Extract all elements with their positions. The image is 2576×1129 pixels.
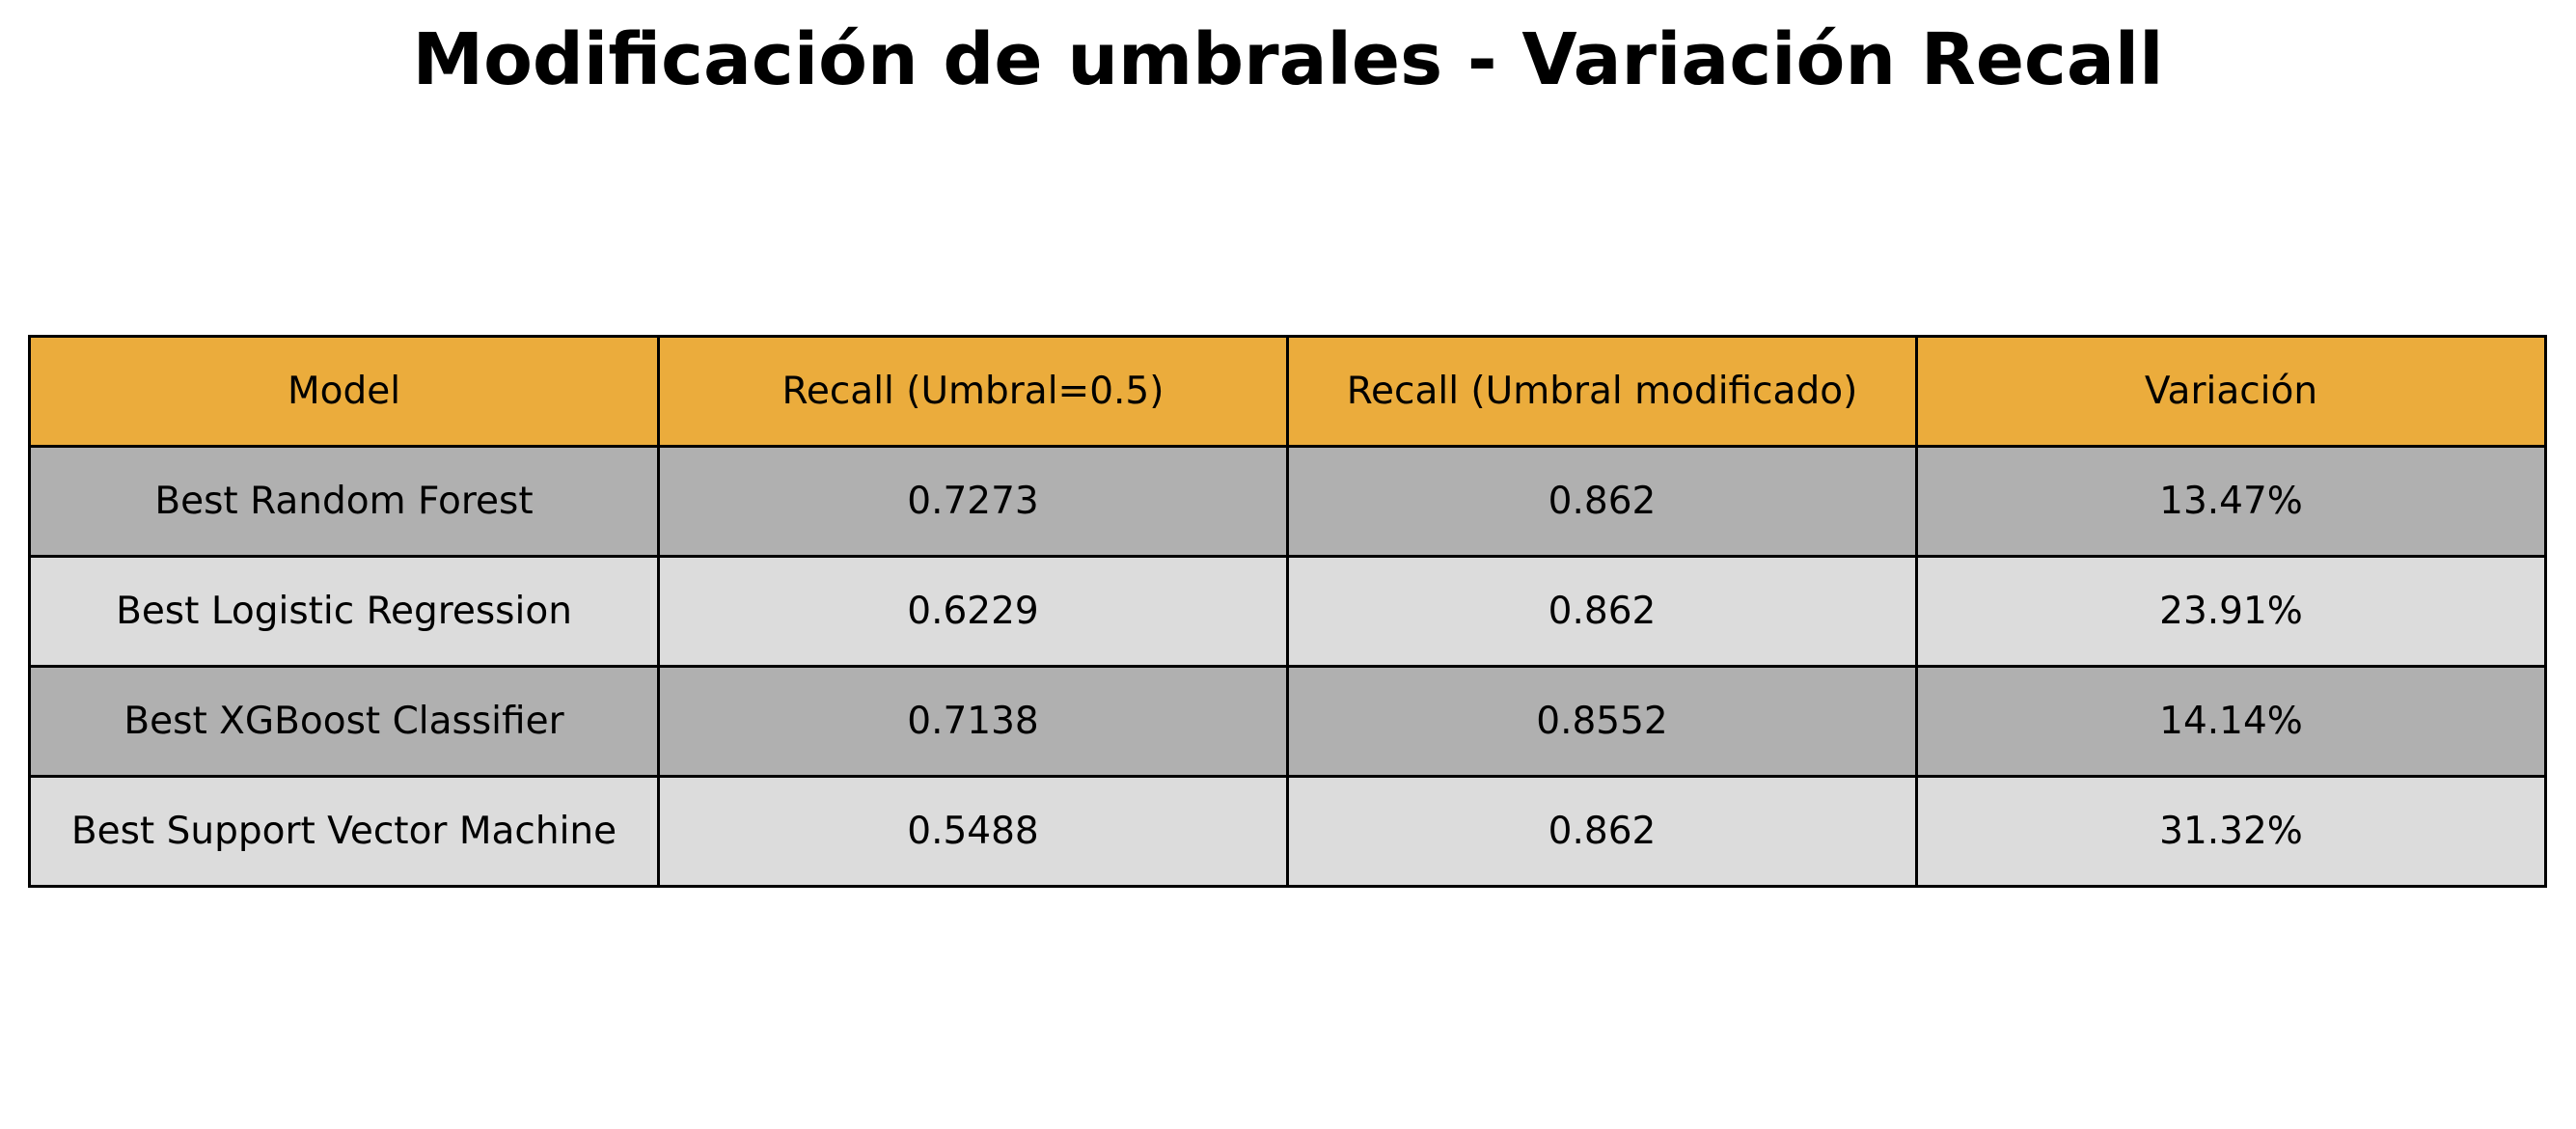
- table-body: Best Random Forest 0.7273 0.862 13.47% B…: [28, 445, 2547, 888]
- cell-model: Best Logistic Regression: [28, 555, 660, 668]
- table-row: Best Logistic Regression 0.6229 0.862 23…: [28, 555, 2547, 668]
- cell-recall-modified: 0.862: [1286, 445, 1918, 558]
- cell-recall-default: 0.5488: [657, 775, 1289, 888]
- cell-variation: 31.32%: [1915, 775, 2547, 888]
- cell-recall-modified: 0.862: [1286, 555, 1918, 668]
- header-cell-variation: Variación: [1915, 335, 2547, 448]
- header-cell-model: Model: [28, 335, 660, 448]
- table-row: Best Random Forest 0.7273 0.862 13.47%: [28, 445, 2547, 558]
- chart-title: Modificación de umbrales - Variación Rec…: [412, 18, 2164, 101]
- cell-model: Best XGBoost Classifier: [28, 665, 660, 778]
- header-cell-recall-modified: Recall (Umbral modificado): [1286, 335, 1918, 448]
- table-row: Best Support Vector Machine 0.5488 0.862…: [28, 775, 2547, 888]
- cell-variation: 13.47%: [1915, 445, 2547, 558]
- header-row: Model Recall (Umbral=0.5) Recall (Umbral…: [28, 335, 2547, 448]
- cell-recall-modified: 0.862: [1286, 775, 1918, 888]
- results-table-container: Model Recall (Umbral=0.5) Recall (Umbral…: [28, 335, 2547, 888]
- cell-recall-default: 0.7273: [657, 445, 1289, 558]
- cell-recall-default: 0.7138: [657, 665, 1289, 778]
- results-table: Model Recall (Umbral=0.5) Recall (Umbral…: [28, 335, 2547, 888]
- cell-recall-modified: 0.8552: [1286, 665, 1918, 778]
- cell-variation: 14.14%: [1915, 665, 2547, 778]
- header-cell-recall-default: Recall (Umbral=0.5): [657, 335, 1289, 448]
- table-header: Model Recall (Umbral=0.5) Recall (Umbral…: [28, 335, 2547, 448]
- cell-variation: 23.91%: [1915, 555, 2547, 668]
- table-row: Best XGBoost Classifier 0.7138 0.8552 14…: [28, 665, 2547, 778]
- cell-model: Best Support Vector Machine: [28, 775, 660, 888]
- cell-model: Best Random Forest: [28, 445, 660, 558]
- cell-recall-default: 0.6229: [657, 555, 1289, 668]
